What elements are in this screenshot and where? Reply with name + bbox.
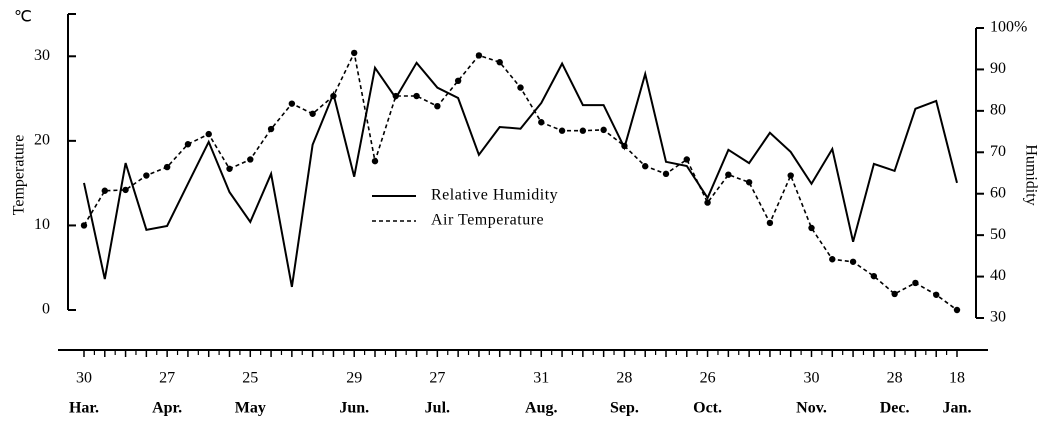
point [704, 199, 711, 206]
x-month-label: Jan. [943, 400, 972, 417]
x-month-label: May [235, 400, 266, 417]
y2-tick-label: 30 [990, 309, 1006, 326]
x-month-label: Jun. [339, 400, 369, 417]
series-line [83, 61, 958, 288]
x-month-label: Oct. [693, 400, 722, 417]
point [351, 49, 358, 57]
x-tick-label: 30 [76, 370, 92, 387]
point [558, 127, 566, 134]
point [725, 171, 732, 178]
y-tick-label: 10 [34, 216, 50, 233]
x-tick-label: 28 [887, 370, 903, 387]
point [163, 163, 171, 171]
y2-tick-label: 40 [990, 267, 1006, 284]
point [475, 52, 483, 59]
x-month-label: Dec. [880, 400, 910, 417]
y2-tick-label: 100% [990, 19, 1027, 36]
point [413, 92, 420, 100]
point [579, 127, 587, 134]
point [829, 256, 836, 263]
x-month-label: Sep. [610, 400, 639, 417]
point [434, 102, 441, 110]
x-tick-label: 26 [700, 370, 716, 387]
point [184, 141, 192, 148]
y2-tick-label: 50 [990, 226, 1006, 243]
point [891, 290, 898, 298]
x-month-label: Apr. [152, 400, 182, 417]
x-tick-label: 28 [616, 370, 632, 387]
point [80, 222, 88, 229]
point [454, 77, 462, 85]
point [267, 125, 275, 133]
x-tick-label: 31 [533, 370, 549, 387]
point [683, 156, 690, 163]
point [621, 142, 628, 150]
y-tick-label: 0 [42, 301, 50, 318]
point [496, 59, 503, 66]
point [808, 224, 815, 232]
y2-axis-label: Humidity [1022, 144, 1039, 205]
x-tick-label: 27 [159, 370, 175, 387]
y-tick-label: 30 [34, 47, 50, 64]
y-tick-label: 20 [34, 132, 50, 149]
point [205, 130, 212, 138]
point [600, 126, 607, 134]
point [538, 119, 545, 126]
x-tick-label: 30 [804, 370, 820, 387]
x-tick-label: 25 [242, 370, 258, 387]
y2-tick-label: 90 [990, 60, 1006, 77]
series-line [83, 50, 958, 311]
point [662, 170, 670, 178]
point [870, 272, 878, 280]
legend-label: Relative Humidity [431, 187, 558, 204]
point [288, 100, 296, 107]
y2-tick-label: 80 [990, 102, 1006, 119]
point [392, 92, 399, 100]
x-month-label: Jul. [425, 400, 450, 417]
x-tick-label: 27 [429, 370, 445, 387]
point [226, 165, 233, 172]
point [787, 172, 794, 179]
point [933, 291, 940, 298]
x-month-label: Har. [69, 400, 99, 417]
point [517, 84, 524, 91]
point [849, 258, 857, 265]
y-unit: ℃ [14, 9, 32, 26]
point [247, 156, 254, 163]
point [953, 306, 961, 314]
y2-tick-label: 60 [990, 184, 1006, 201]
x-month-label: Nov. [796, 400, 827, 417]
point [309, 110, 316, 117]
x-tick-label: 18 [949, 370, 965, 387]
point [122, 186, 129, 194]
y-axis-label: Temperature [11, 135, 28, 216]
point [101, 187, 108, 194]
point [912, 279, 919, 287]
point [642, 163, 649, 170]
point [745, 179, 753, 186]
point [371, 157, 379, 165]
x-month-label: Aug. [525, 400, 557, 417]
point [330, 92, 337, 100]
point [766, 219, 774, 227]
legend-label: Air Temperature [431, 212, 544, 229]
x-tick-label: 29 [346, 370, 362, 387]
point [143, 172, 150, 179]
y2-tick-label: 70 [990, 143, 1006, 160]
